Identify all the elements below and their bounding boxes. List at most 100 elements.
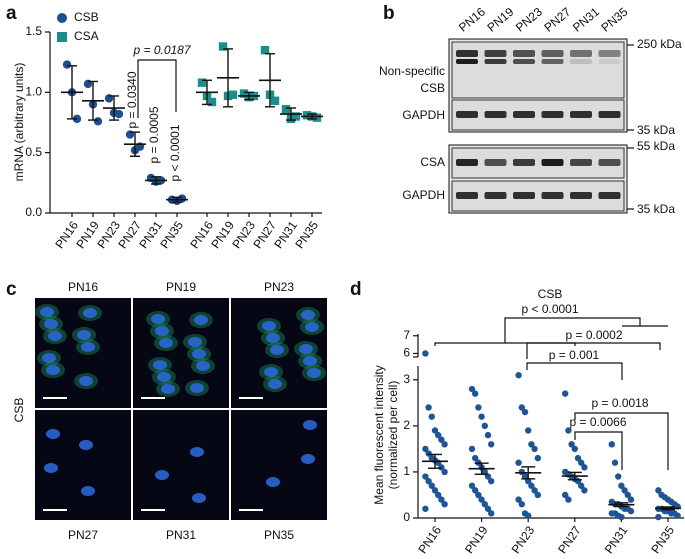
annotation: p = 0.0066 [569,415,626,429]
chart-title: CSB [538,287,563,301]
point [518,500,525,508]
lane-label: PN16 [456,4,488,34]
y-tick-label: 1.0 [25,85,42,99]
bracket [574,431,623,470]
point [422,445,429,453]
point [581,487,588,494]
nucleus [190,447,204,457]
blot-label: Non-specific [379,64,445,78]
point [431,487,439,494]
point [518,404,525,411]
point [177,194,187,203]
point [438,496,445,503]
y-axis-label: Mean fluorescent intensity [372,365,386,504]
point [472,454,479,462]
band [570,159,592,166]
band [598,159,621,166]
nucleus [303,420,317,430]
point [472,487,479,494]
nucleus [303,356,317,366]
annotation: p = 0.0005 [147,106,161,163]
point [441,500,448,508]
nucleus [262,321,276,331]
point [441,441,448,448]
point [581,464,588,471]
point [239,89,249,98]
nucleus [264,367,278,377]
band [456,159,478,166]
nucleus [192,349,206,359]
nucleus [188,337,202,347]
point [655,513,662,521]
bracket [526,342,661,359]
band [456,59,478,64]
band [598,111,621,118]
micrograph-label: PN16 [68,280,98,294]
y-axis-label: mRNA (arbitrary units) [12,63,26,182]
point [525,427,532,434]
stain-label: CSB [12,398,26,423]
nucleus [301,454,315,464]
band [598,59,621,64]
point [302,111,312,120]
x-tick-label: PN16 [415,523,444,556]
bracket [434,317,668,346]
x-tick-label: PN27 [555,523,584,556]
band [598,50,621,57]
nucleus [270,345,284,355]
kda-label: 55 kDa [637,139,675,153]
nucleus [266,333,280,343]
band [456,111,478,118]
point [484,473,492,480]
point [435,431,442,439]
blot-label: GAPDH [402,108,445,122]
nucleus [266,477,280,487]
x-tick-label: PN23 [509,523,538,556]
point [281,105,291,114]
nucleus [305,322,319,332]
micrograph-label: PN27 [68,528,98,542]
legend-marker [57,32,67,42]
blot-label: GAPDH [402,188,445,202]
blot-box [451,147,625,179]
nucleus [307,368,321,378]
point [528,441,535,448]
annotation: p < 0.0001 [521,302,578,316]
nucleus [48,331,62,341]
x-tick-label: PN19 [462,523,491,556]
band [484,50,507,57]
nucleus [301,310,315,320]
point [438,436,445,443]
point [571,445,578,453]
lane-label: PN27 [541,4,573,34]
point [428,413,435,420]
annotation: p = 0.0340 [125,71,139,128]
point [488,477,495,485]
nucleus [196,361,210,371]
micrograph [133,410,229,520]
panel-letter: c [6,279,17,300]
point [478,496,485,503]
lane-label: PN23 [513,4,545,34]
point [611,459,619,466]
panel-letter: b [383,3,395,24]
point [515,372,522,379]
y-axis-label: (normalized per cell) [386,381,400,490]
x-tick-label: PN35 [292,218,321,251]
nucleus [155,326,169,336]
legend-label: CSB [74,10,99,24]
y-tick-label: 0 [403,510,410,524]
point [534,454,541,462]
point [114,109,124,119]
point [291,112,301,121]
nucleus [46,365,60,375]
point [578,459,585,466]
point [655,487,662,494]
point [481,500,488,508]
blot-box [451,180,625,212]
x-tick-label: PN35 [648,523,677,556]
annotation: p = 0.0187 [132,43,191,57]
point [422,473,429,480]
micrograph-label: PN35 [264,528,294,542]
